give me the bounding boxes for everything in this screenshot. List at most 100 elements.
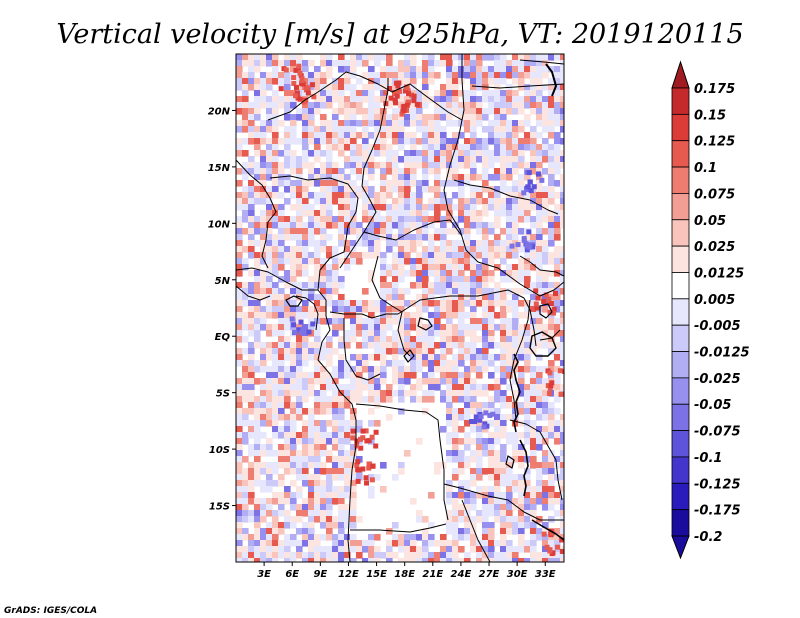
field-cell <box>305 90 311 96</box>
field-cell <box>478 413 484 419</box>
field-cell <box>254 108 261 115</box>
field-cell <box>338 540 345 547</box>
field-cell <box>470 360 477 367</box>
field-cell <box>398 384 405 391</box>
field-cell <box>302 234 309 241</box>
field-cell <box>518 102 525 109</box>
field-cell <box>476 366 483 373</box>
field-cell <box>428 240 435 247</box>
field-cell <box>506 540 513 547</box>
field-cell <box>308 114 315 121</box>
field-cell <box>296 270 303 277</box>
field-cell <box>524 210 531 217</box>
field-cell <box>308 324 315 331</box>
field-cell <box>254 504 261 511</box>
field-cell <box>452 396 459 403</box>
field-cell <box>446 492 453 499</box>
field-cell <box>272 510 279 517</box>
field-cell <box>434 102 441 109</box>
field-cell <box>314 336 321 343</box>
field-cell <box>242 474 249 481</box>
field-cell <box>368 96 375 103</box>
field-cell <box>236 198 243 205</box>
field-cell <box>428 168 435 175</box>
field-cell <box>518 330 525 337</box>
field-cell <box>404 252 411 259</box>
field-cell <box>242 84 249 91</box>
field-cell <box>554 420 561 427</box>
field-cell <box>308 60 315 67</box>
field-cell <box>332 186 339 193</box>
field-cell <box>332 426 339 433</box>
field-cell <box>434 228 441 235</box>
field-cell <box>368 324 375 331</box>
field-cell <box>548 54 555 61</box>
field-cell <box>278 546 285 553</box>
field-cell <box>320 354 327 361</box>
field-cell <box>500 348 507 355</box>
field-cell <box>308 528 315 535</box>
field-cell <box>254 426 261 433</box>
field-cell <box>524 396 531 403</box>
field-cell <box>302 444 309 451</box>
field-cell <box>242 90 249 97</box>
field-cell <box>494 102 501 109</box>
field-cell <box>482 294 489 301</box>
field-cell <box>536 198 543 205</box>
field-cell <box>548 96 555 103</box>
field-cell <box>284 60 291 67</box>
field-cell <box>452 192 459 199</box>
field-cell <box>434 300 441 307</box>
field-cell <box>338 108 345 115</box>
field-cell <box>488 558 495 562</box>
field-cell <box>338 354 345 361</box>
field-cell <box>338 318 345 325</box>
field-cell <box>380 180 387 187</box>
field-cell <box>494 234 501 241</box>
field-cell <box>476 276 483 283</box>
field-cell <box>302 126 309 133</box>
field-cell <box>248 270 255 277</box>
field-cell <box>506 162 513 169</box>
field-cell <box>332 114 339 121</box>
field-cell <box>482 498 489 505</box>
field-cell <box>506 504 513 511</box>
field-cell <box>494 222 501 229</box>
field-cell <box>452 204 459 211</box>
field-cell <box>266 420 273 427</box>
field-cell <box>374 354 381 361</box>
field-cell <box>302 528 309 535</box>
field-cell <box>536 120 543 127</box>
field-cell <box>482 468 489 475</box>
field-cell <box>536 228 543 235</box>
field-cell <box>512 168 519 175</box>
field-cell <box>458 468 465 475</box>
field-cell <box>278 210 285 217</box>
field-cell <box>464 342 471 349</box>
field-cell <box>236 432 243 439</box>
field-cell <box>266 342 273 349</box>
field-cell <box>512 276 519 283</box>
field-cell <box>428 258 435 265</box>
field-cell <box>428 534 435 541</box>
field-cell <box>542 486 549 493</box>
field-cell <box>374 228 381 235</box>
field-cell <box>476 114 483 121</box>
field-cell <box>314 534 321 541</box>
field-cell <box>302 210 309 217</box>
field-cell <box>542 528 549 535</box>
field-cell <box>326 300 333 307</box>
field-cell <box>290 126 297 133</box>
field-cell <box>278 552 285 559</box>
field-cell <box>488 450 495 457</box>
field-cell <box>344 126 351 133</box>
field-cell <box>440 264 447 271</box>
field-cell <box>272 54 279 61</box>
field-cell <box>380 306 387 313</box>
field-cell <box>524 342 531 349</box>
field-cell <box>242 516 249 523</box>
field-cell <box>428 360 435 367</box>
field-cell <box>416 270 423 277</box>
field-cell <box>248 324 255 331</box>
field-cell <box>488 132 495 139</box>
